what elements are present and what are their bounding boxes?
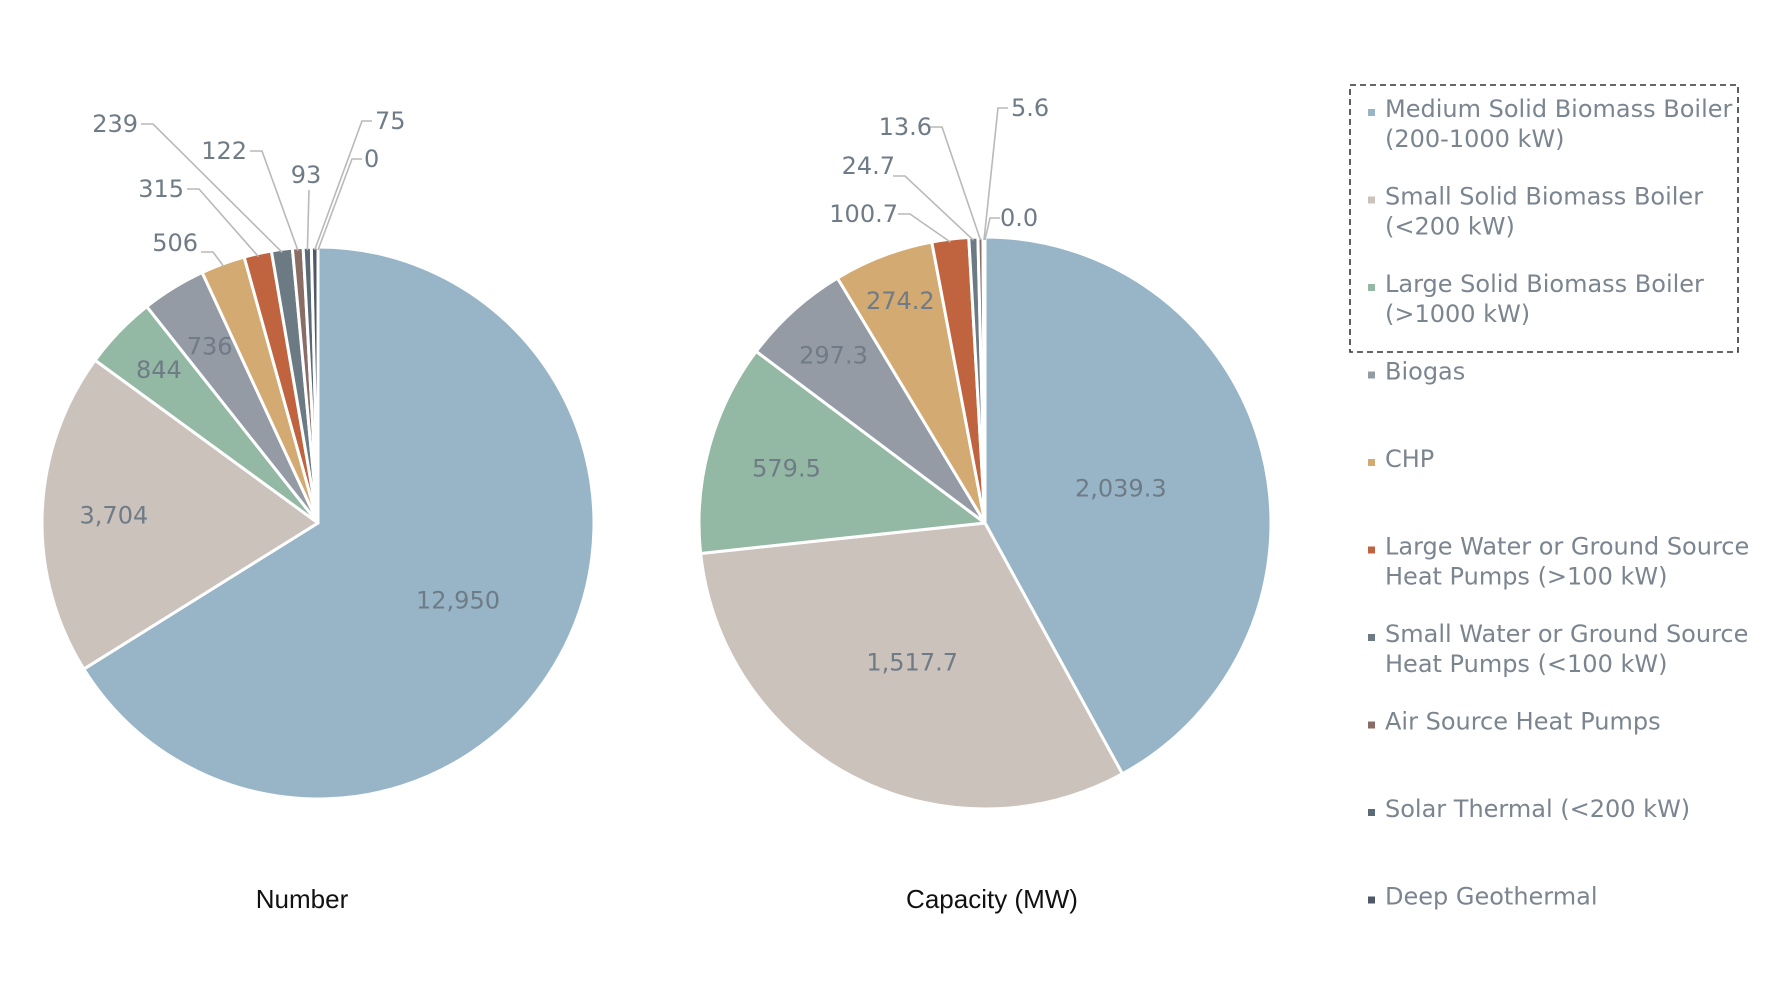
capacity-data-label-air-source-heat-pumps: 13.6 bbox=[879, 113, 932, 141]
legend-swatch-small-water-or-ground-source-heat-pumps bbox=[1368, 634, 1375, 641]
capacity-data-label-small-solid-biomass-boiler: 1,517.7 bbox=[866, 648, 958, 676]
number-chart-title: Number bbox=[256, 884, 349, 914]
number-data-label-large-water-or-ground-source-heat-pumps: 315 bbox=[138, 175, 184, 203]
number-leader-line-chp bbox=[201, 251, 225, 268]
legend-swatch-medium-solid-biomass-boiler bbox=[1368, 109, 1375, 116]
number-leader-line-deep-geothermal bbox=[313, 120, 372, 251]
legend-label-small-solid-biomass-boiler-line-2: (<200 kW) bbox=[1385, 213, 1515, 241]
legend-label-biogas: Biogas bbox=[1385, 358, 1465, 386]
capacity-data-label-small-water-or-ground-source-heat-pumps: 24.7 bbox=[842, 152, 895, 180]
legend-swatch-small-solid-biomass-boiler bbox=[1368, 196, 1375, 204]
capacity-data-label-large-water-or-ground-source-heat-pumps: 100.7 bbox=[829, 200, 898, 228]
number-data-label-solar-thermal: 93 bbox=[291, 161, 322, 189]
number-data-label-other: 0 bbox=[364, 145, 379, 173]
capacity-leader-line-solar-thermal bbox=[983, 107, 1008, 241]
legend-swatch-deep-geothermal bbox=[1368, 896, 1375, 904]
legend-label-deep-geothermal: Deep Geothermal bbox=[1385, 883, 1598, 911]
legend-item-large-solid-biomass-boiler: Large Solid Biomass Boiler(>1000 kW) bbox=[1368, 270, 1704, 328]
capacity-chart-title: Capacity (MW) bbox=[906, 884, 1078, 914]
legend-item-small-solid-biomass-boiler: Small Solid Biomass Boiler(<200 kW) bbox=[1368, 183, 1703, 241]
legend-label-small-water-or-ground-source-heat-pumps: Small Water or Ground Source bbox=[1385, 620, 1748, 648]
capacity-leader-line-air-source-heat-pumps bbox=[930, 126, 982, 241]
legend-item-solar-thermal: Solar Thermal (<200 kW) bbox=[1368, 795, 1690, 823]
legend-item-biogas: Biogas bbox=[1368, 358, 1465, 386]
number-data-label-deep-geothermal: 75 bbox=[375, 107, 406, 135]
number-data-label-large-solid-biomass-boiler: 844 bbox=[136, 356, 182, 384]
capacity-pie-chart: 2,039.3 1,517.7 579.5 297.3 274.2 100.7 24.7 13… bbox=[697, 94, 1273, 811]
number-leader-line-small-water-or-ground-source-heat-pumps bbox=[141, 123, 283, 253]
legend-label-air-source-heat-pumps: Air Source Heat Pumps bbox=[1385, 708, 1661, 736]
legend-swatch-large-solid-biomass-boiler bbox=[1368, 284, 1375, 291]
legend-swatch-large-water-or-ground-source-heat-pumps bbox=[1368, 546, 1375, 554]
legend-label-small-solid-biomass-boiler: Small Solid Biomass Boiler bbox=[1385, 183, 1703, 211]
capacity-data-label-large-solid-biomass-boiler: 579.5 bbox=[752, 454, 821, 482]
capacity-slice-large-solid-biomass-boiler bbox=[697, 349, 987, 555]
number-leader-line-large-water-or-ground-source-heat-pumps bbox=[187, 188, 260, 258]
number-data-label-air-source-heat-pumps: 122 bbox=[201, 137, 247, 165]
number-data-label-small-water-or-ground-source-heat-pumps: 239 bbox=[92, 110, 138, 138]
capacity-leader-line-deep-geothermal bbox=[984, 217, 1000, 241]
capacity-data-label-deep-geothermal: 0.0 bbox=[1000, 204, 1038, 232]
number-data-label-small-solid-biomass-boiler: 3,704 bbox=[80, 502, 149, 530]
capacity-data-label-biogas: 297.3 bbox=[799, 341, 868, 369]
legend-swatch-biogas bbox=[1368, 371, 1375, 379]
number-leader-line-other bbox=[317, 158, 362, 251]
legend-label-chp: CHP bbox=[1385, 445, 1434, 473]
capacity-data-label-chp: 274.2 bbox=[866, 287, 935, 315]
number-data-label-biogas: 736 bbox=[187, 333, 233, 361]
capacity-data-label-solar-thermal: 5.6 bbox=[1011, 94, 1049, 122]
legend-item-chp: CHP bbox=[1368, 445, 1434, 473]
legend-item-deep-geothermal: Deep Geothermal bbox=[1368, 883, 1598, 911]
legend-swatch-air-source-heat-pumps bbox=[1368, 721, 1375, 729]
legend-label-medium-solid-biomass-boiler: Medium Solid Biomass Boiler bbox=[1385, 95, 1733, 123]
legend: Medium Solid Biomass Boiler(200-1000 kW)… bbox=[1349, 84, 1749, 911]
legend-label-medium-solid-biomass-boiler-line-2: (200-1000 kW) bbox=[1385, 125, 1565, 153]
legend-swatch-solar-thermal bbox=[1368, 809, 1375, 816]
legend-label-large-water-or-ground-source-heat-pumps: Large Water or Ground Source bbox=[1385, 533, 1749, 561]
number-data-label-chp: 506 bbox=[152, 229, 198, 257]
number-slice-small-solid-biomass-boiler bbox=[40, 358, 320, 671]
legend-label-solar-thermal: Solar Thermal (<200 kW) bbox=[1385, 795, 1690, 823]
number-data-label-medium-solid-biomass-boiler: 12,950 bbox=[416, 587, 500, 615]
legend-item-medium-solid-biomass-boiler: Medium Solid Biomass Boiler(200-1000 kW) bbox=[1368, 95, 1733, 153]
capacity-slice-medium-solid-biomass-boiler bbox=[983, 235, 1273, 776]
legend-label-large-solid-biomass-boiler: Large Solid Biomass Boiler bbox=[1385, 270, 1704, 298]
number-slice-medium-solid-biomass-boiler bbox=[82, 245, 596, 801]
legend-label-large-solid-biomass-boiler-line-2: (>1000 kW) bbox=[1385, 300, 1530, 328]
number-leader-line-solar-thermal bbox=[306, 189, 310, 251]
capacity-slice-small-solid-biomass-boiler bbox=[699, 521, 1124, 811]
capacity-data-label-medium-solid-biomass-boiler: 2,039.3 bbox=[1075, 474, 1167, 502]
legend-label-small-water-or-ground-source-heat-pumps-line-2: Heat Pumps (<100 kW) bbox=[1385, 650, 1667, 678]
capacity-leader-line-small-water-or-ground-source-heat-pumps bbox=[893, 175, 974, 241]
legend-item-air-source-heat-pumps: Air Source Heat Pumps bbox=[1368, 708, 1661, 736]
capacity-leader-line-large-water-or-ground-source-heat-pumps bbox=[898, 213, 951, 243]
legend-highlight-box bbox=[1349, 84, 1739, 353]
legend-swatch-chp bbox=[1368, 459, 1375, 466]
number-leader-line-air-source-heat-pumps bbox=[250, 150, 299, 251]
legend-label-large-water-or-ground-source-heat-pumps-line-2: Heat Pumps (>100 kW) bbox=[1385, 563, 1667, 591]
